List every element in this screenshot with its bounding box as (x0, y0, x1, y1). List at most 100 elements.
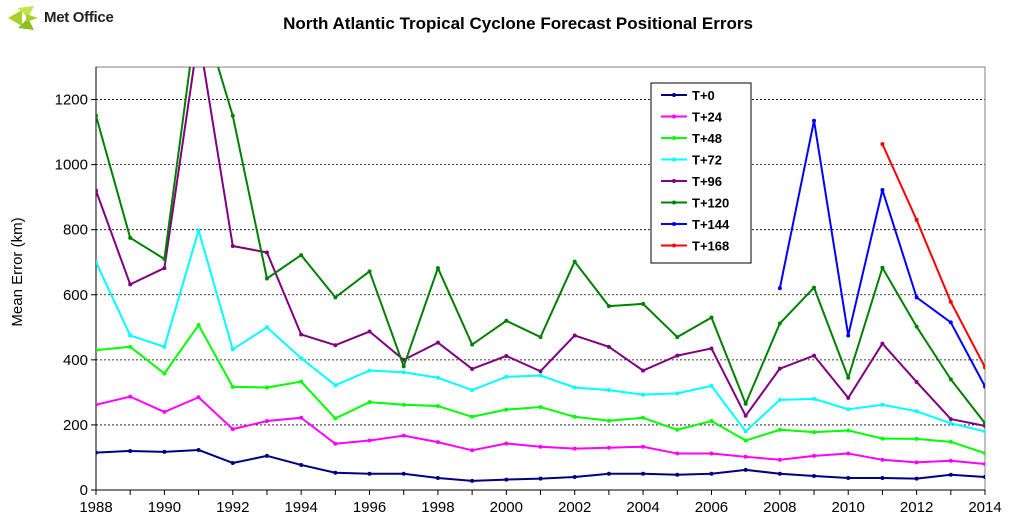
data-point (675, 427, 680, 432)
data-point (641, 368, 646, 373)
data-point (572, 414, 577, 419)
data-point (333, 470, 338, 475)
data-point (846, 407, 851, 412)
data-point (641, 392, 646, 397)
data-point (333, 383, 338, 388)
data-point (128, 235, 133, 240)
data-point (709, 346, 714, 351)
data-point (948, 320, 953, 325)
legend-label: T+48 (692, 131, 722, 146)
data-point (675, 472, 680, 477)
y-tick-label: 1200 (55, 92, 88, 109)
data-point (264, 250, 269, 255)
data-point (983, 451, 985, 456)
data-point (777, 471, 782, 476)
y-tick-label: 1000 (55, 157, 88, 174)
data-point (880, 402, 885, 407)
x-tick-label: 2004 (626, 499, 659, 516)
data-point (880, 341, 885, 346)
data-point (264, 276, 269, 281)
data-point (948, 417, 953, 422)
y-tick-label: 800 (63, 222, 88, 239)
data-point (401, 370, 406, 375)
data-point (230, 347, 235, 352)
data-point (743, 429, 748, 434)
x-tick-label: 2010 (832, 499, 865, 516)
data-point (128, 448, 133, 453)
data-point (264, 385, 269, 390)
met-office-logo: Met Office (6, 4, 126, 32)
legend: T+0 T+24 T+48 T+72 T+96 T+120 T+144 T+168 (650, 82, 752, 264)
data-point (470, 388, 475, 393)
data-point (914, 217, 919, 222)
legend-marker (672, 200, 676, 205)
series-tplus96 (96, 67, 985, 428)
data-point (230, 427, 235, 432)
series-tplus144 (777, 118, 985, 389)
data-point (333, 416, 338, 421)
data-point (846, 333, 851, 338)
data-point (96, 260, 98, 265)
data-point (812, 285, 817, 290)
data-point (777, 427, 782, 432)
data-point (709, 419, 714, 424)
legend-label: T+168 (692, 239, 729, 254)
data-point (504, 477, 509, 482)
legend-entry: T+0 (661, 88, 715, 103)
series-tplus72 (96, 228, 985, 434)
data-point (162, 344, 167, 349)
data-point (812, 430, 817, 435)
data-point (367, 269, 372, 274)
legend-entry: T+24 (661, 110, 723, 125)
x-tick-label: 1992 (216, 499, 249, 516)
data-point (983, 461, 985, 466)
data-point (880, 475, 885, 480)
data-point (572, 259, 577, 264)
x-tick-label: 1996 (353, 499, 386, 516)
data-point (96, 402, 98, 407)
legend-entry: T+72 (661, 153, 722, 168)
data-point (128, 394, 133, 399)
x-tick-label: 2014 (968, 499, 1001, 516)
data-point (675, 451, 680, 456)
data-point (504, 441, 509, 446)
data-point (846, 428, 851, 433)
data-point (880, 457, 885, 462)
legend-label: T+120 (692, 196, 729, 211)
met-office-logo-text: Met Office (44, 9, 114, 26)
legend-label: T+96 (692, 174, 722, 189)
data-point (709, 471, 714, 476)
data-point (162, 266, 167, 271)
data-point (230, 460, 235, 465)
met-office-logo-icon (8, 6, 38, 30)
data-point (504, 407, 509, 412)
series-layer (96, 67, 985, 483)
x-tick-label: 1990 (148, 499, 181, 516)
series-tplus0 (96, 447, 985, 483)
y-tick-label: 200 (63, 417, 88, 434)
legend-marker (672, 93, 676, 97)
data-point (675, 335, 680, 340)
data-point (470, 366, 475, 371)
data-point (196, 323, 201, 328)
data-point (914, 460, 919, 465)
data-point (470, 414, 475, 419)
data-point (777, 286, 782, 291)
series-line (96, 324, 985, 455)
data-point (812, 118, 817, 123)
legend-entry: T+144 (661, 217, 730, 232)
data-point (675, 391, 680, 396)
data-point (948, 458, 953, 463)
y-axis-label: Mean Error (km) (9, 217, 26, 326)
data-point (914, 379, 919, 384)
data-point (641, 301, 646, 306)
data-point (709, 383, 714, 388)
data-point (538, 335, 543, 340)
series-tplus168 (880, 142, 985, 370)
data-point (948, 421, 953, 426)
x-tick-label: 2006 (695, 499, 728, 516)
data-point (606, 344, 611, 349)
data-point (743, 454, 748, 459)
data-point (983, 384, 985, 389)
data-point (812, 353, 817, 358)
